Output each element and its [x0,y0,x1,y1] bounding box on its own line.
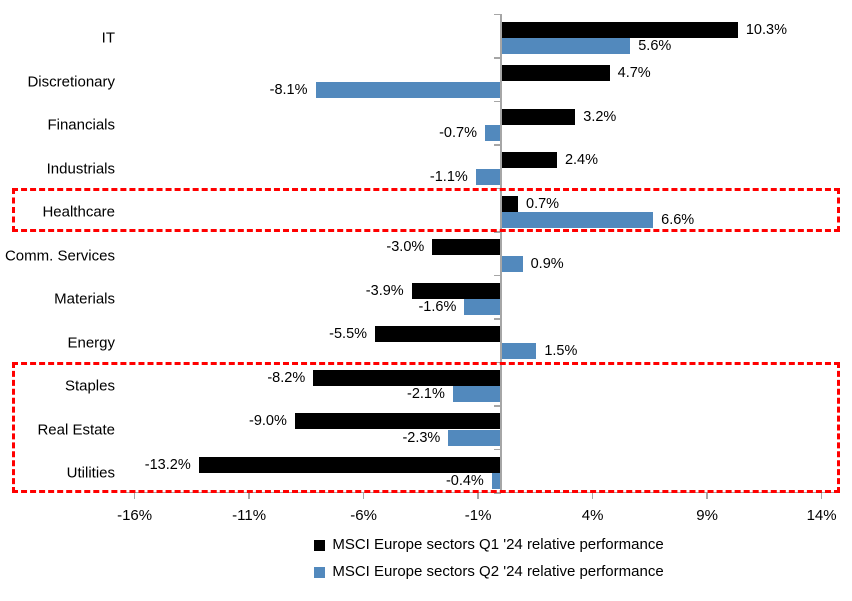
category-axis-tick [494,448,501,450]
bar-q2-real-estate [448,429,501,446]
bar-q2-energy [502,342,537,359]
bar-q2-discretionary [315,81,501,98]
category-axis-tick [494,231,501,233]
bar-q2-healthcare [502,212,654,228]
bar-q1-energy [375,326,501,342]
data-label-q2-discretionary: -8.1% [269,81,308,98]
category-axis-tick [494,187,501,189]
data-label-q2-materials: -1.6% [418,298,457,315]
bar-q1-industrials [502,152,557,168]
bar-q1-utilities [198,456,501,473]
category-label-materials: Materials [54,290,115,308]
category-label-industrials: Industrials [46,160,115,177]
x-tick-label-4: 4% [581,507,604,524]
data-label-q1-healthcare: 0.7% [526,195,560,212]
category-axis-tick [494,274,501,276]
legend: MSCI Europe sectors Q1 '24 relative perf… [126,536,852,581]
data-label-q2-comm-services: 0.9% [530,255,564,272]
x-axis-tick [820,492,823,499]
x-axis-tick [133,492,136,499]
data-label-q1-comm-services: -3.0% [386,238,425,255]
data-label-q1-materials: -3.9% [365,282,404,299]
data-label-q2-it: 5.6% [638,37,672,54]
bar-q2-industrials [475,168,501,185]
category-axis-tick [494,57,501,59]
data-label-q1-financials: 3.2% [583,108,617,125]
x-tick-label-6: -6% [350,507,377,524]
x-tick-label-11: -11% [232,507,267,524]
data-label-q1-energy: -5.5% [329,325,368,342]
data-label-q2-financials: -0.7% [439,124,477,141]
data-label-q2-industrials: -1.1% [429,168,468,185]
bar-q2-materials [464,299,501,315]
bar-q2-staples [452,386,501,402]
bar-q2-utilities [491,473,501,489]
data-label-q1-real-estate: -9.0% [249,412,287,429]
data-label-q2-healthcare: 6.6% [661,211,695,228]
bar-q2-financials [484,125,501,141]
category-axis-tick [494,318,501,320]
bar-q2-comm-services [502,255,523,272]
x-axis-tick [591,492,594,499]
data-label-q2-staples: -2.1% [407,385,445,402]
legend-label-q1: MSCI Europe sectors Q1 '24 relative perf… [332,536,664,553]
bar-q1-financials [502,108,576,125]
legend-item-q2: MSCI Europe sectors Q2 '24 relative perf… [314,563,664,581]
bar-q1-discretionary [502,65,610,81]
category-label-it: IT [101,29,115,47]
bar-q1-healthcare [502,195,519,212]
category-axis-tick [494,13,501,15]
category-axis-tick [494,361,501,363]
category-label-utilities: Utilities [66,464,115,482]
data-label-q2-real-estate: -2.3% [402,429,441,446]
data-label-q1-discretionary: 4.7% [617,64,651,81]
x-axis-tick [362,492,365,499]
category-label-comm-services: Comm. Services [4,247,115,264]
data-label-q1-utilities: -13.2% [144,456,191,473]
bar-q1-staples [313,369,501,386]
x-tick-label-9: 9% [696,507,718,524]
category-label-energy: Energy [67,334,115,351]
data-label-q1-it: 10.3% [745,21,787,38]
legend-label-q2: MSCI Europe sectors Q2 '24 relative perf… [332,563,664,580]
bar-q1-comm-services [432,239,501,255]
bar-q2-it [502,38,631,54]
highlight-box-1 [12,188,840,232]
x-axis-tick [477,492,479,499]
x-tick-label-1: -1% [464,507,492,524]
x-axis-tick [706,492,708,499]
category-label-real-estate: Real Estate [37,421,115,438]
x-tick-label-16: -16% [117,507,153,524]
category-axis-tick [494,144,501,146]
data-label-q2-energy: 1.5% [544,342,578,359]
category-label-discretionary: Discretionary [27,73,115,90]
category-label-healthcare: Healthcare [42,203,115,221]
y-axis-line [500,14,502,493]
x-tick-label-14: 14% [806,507,837,524]
bar-q1-it [502,21,738,38]
data-label-q1-staples: -8.2% [267,369,306,386]
category-label-staples: Staples [64,377,115,395]
category-label-financials: Financials [47,116,115,134]
legend-item-q1: MSCI Europe sectors Q1 '24 relative perf… [314,536,664,554]
category-axis-tick [494,100,501,102]
category-axis-tick [494,405,501,407]
data-label-q1-industrials: 2.4% [564,151,599,168]
legend-swatch-q2-icon [314,566,326,578]
bar-q1-materials [411,282,501,299]
x-axis-tick [248,492,250,499]
bar-q1-real-estate [294,413,501,429]
data-label-q2-utilities: -0.4% [445,472,484,489]
legend-swatch-q1-icon [314,539,326,551]
